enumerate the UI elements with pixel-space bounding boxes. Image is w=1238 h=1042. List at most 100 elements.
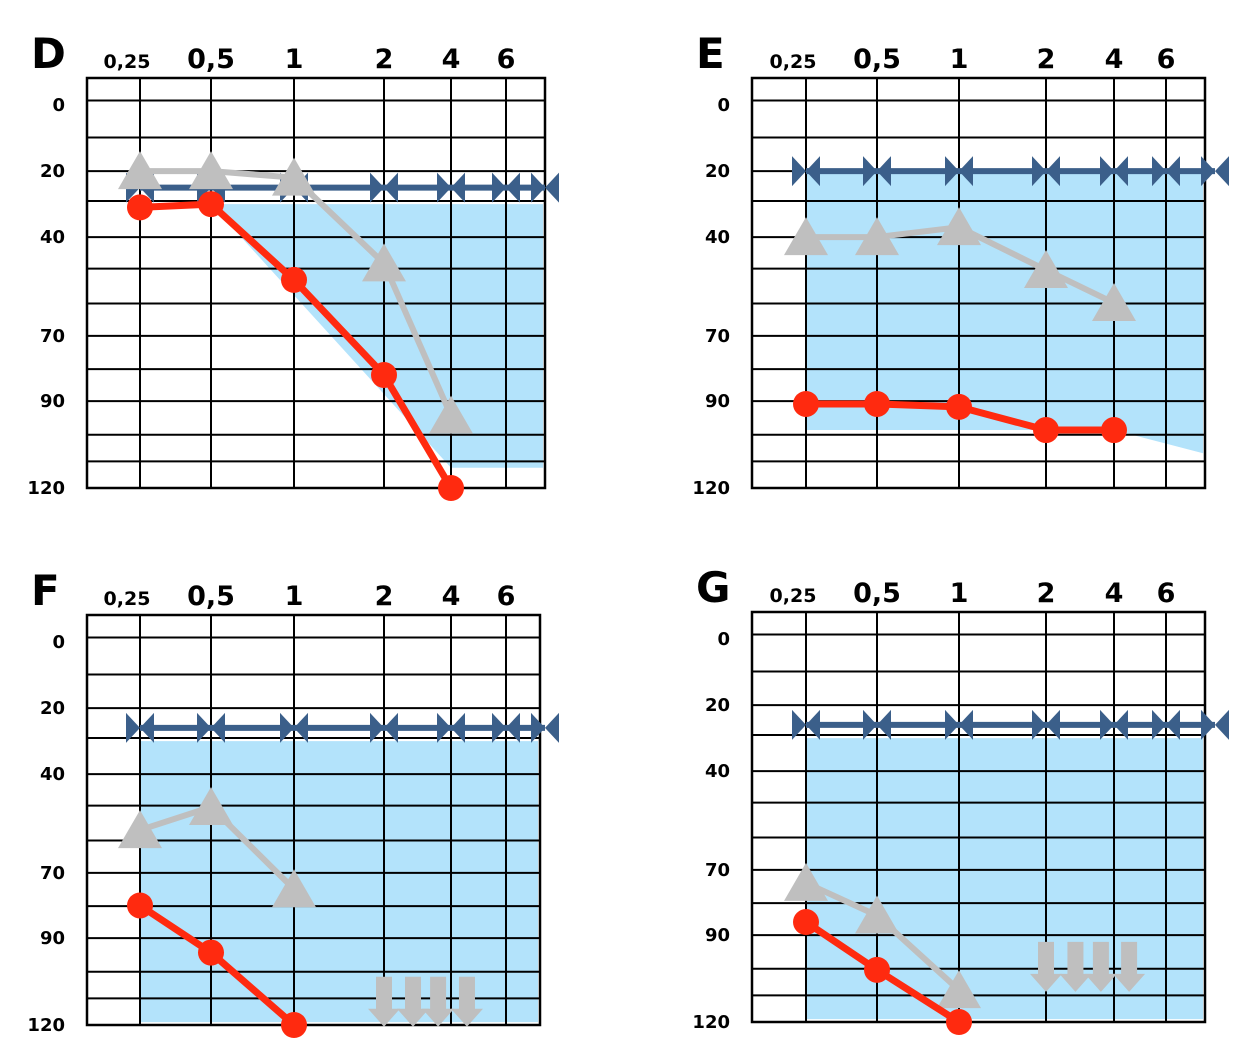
down-arrow-icon: [1030, 941, 1062, 992]
circle-marker: [1101, 417, 1127, 444]
x-tick-label: 1: [950, 44, 969, 75]
shaded-area: [140, 741, 538, 1023]
bowtie-marker-left: [792, 709, 806, 740]
bowtie-marker-right: [1166, 709, 1180, 740]
y-tick-label: 70: [705, 326, 730, 347]
triangle-marker: [855, 217, 899, 256]
bowtie-marker-right: [545, 712, 559, 743]
bowtie-marker-left: [945, 156, 959, 187]
y-tick-label: 0: [717, 629, 730, 650]
bowtie-marker-left: [126, 712, 140, 743]
bowtie-marker-right: [384, 172, 398, 203]
bowtie-marker-left: [1152, 709, 1166, 740]
y-tick-label: 20: [40, 698, 65, 719]
x-tick-label: 4: [1105, 44, 1124, 75]
bowtie-marker-left: [531, 172, 545, 203]
bowtie-marker-left: [437, 172, 451, 203]
x-tick-label: 6: [1157, 44, 1176, 75]
audiogram-panel-e: E 0,25 0,5 1 2 4 6 0 20 40 70 90 120: [692, 29, 1229, 499]
bowtie-marker-right: [506, 172, 520, 203]
circle-marker: [864, 956, 890, 983]
grid: [87, 78, 545, 488]
x-tick-label: 2: [375, 581, 394, 612]
bowtie-marker-left: [1201, 709, 1215, 740]
bowtie-marker-right: [384, 712, 398, 743]
x-tick-label: 0,25: [770, 585, 817, 607]
triangle-marker: [272, 157, 316, 196]
bowtie-marker-left: [1100, 709, 1114, 740]
y-tick-label: 20: [705, 695, 730, 716]
bowtie-marker-left: [1100, 156, 1114, 187]
y-tick-label: 20: [705, 161, 730, 182]
circle-marker: [864, 390, 890, 417]
y-tick-label: 120: [692, 478, 730, 499]
plot-frame: [85, 613, 542, 1027]
triangle-marker: [937, 970, 981, 1009]
bowtie-marker-right: [140, 712, 154, 743]
x-tick-label: 0,25: [104, 51, 151, 73]
down-arrow-icon: [397, 976, 430, 1027]
bowtie-marker-left: [437, 712, 451, 743]
circle-marker: [281, 1012, 307, 1038]
y-tick-label: 0: [52, 95, 65, 116]
x-tick-label: 2: [1037, 578, 1056, 609]
bowtie-marker-right: [806, 156, 820, 187]
x-tick-label: 1: [285, 44, 304, 75]
triangle-marker: [1092, 282, 1136, 321]
bowtie-marker-right: [1114, 156, 1128, 187]
bowtie-marker-left: [863, 709, 877, 740]
circle-marker: [946, 1009, 972, 1035]
bowtie-marker-left: [492, 172, 506, 203]
circle-marker: [127, 892, 153, 919]
x-tick-label: 1: [950, 578, 969, 609]
x-tick-label: 0,5: [187, 44, 235, 75]
bowtie-marker-right: [451, 712, 465, 743]
down-arrow-icon: [1059, 941, 1092, 992]
bowtie-marker-right: [1215, 709, 1229, 740]
y-tick-label: 70: [40, 863, 65, 884]
triangle-marker: [937, 207, 981, 246]
circle-marker: [198, 191, 224, 218]
panel-letter: D: [31, 29, 66, 78]
y-tick-label: 40: [40, 227, 65, 248]
bowtie-marker-right: [877, 709, 891, 740]
y-tick-label: 120: [27, 1015, 65, 1036]
triangle-marker: [784, 217, 828, 256]
bowtie-marker-right: [1114, 709, 1128, 740]
panel-letter: F: [31, 566, 60, 615]
x-tick-label: 4: [1105, 578, 1124, 609]
circle-marker: [371, 362, 397, 389]
circle-marker: [793, 909, 819, 936]
triangle-marker: [1024, 250, 1068, 289]
down-arrow-icon: [1084, 941, 1117, 992]
triangle-marker: [118, 810, 162, 849]
triangle-marker: [362, 243, 406, 282]
x-tick-label: 6: [497, 581, 516, 612]
y-tick-label: 40: [40, 764, 65, 785]
bowtie-marker-right: [545, 172, 559, 203]
x-tick-label: 0,5: [853, 44, 901, 75]
bowtie-marker-left: [792, 156, 806, 187]
bowtie-marker-left: [1201, 156, 1215, 187]
down-arrow-icon: [368, 976, 400, 1027]
bowtie-marker-right: [806, 709, 820, 740]
bowtie-marker-left: [370, 172, 384, 203]
circle-marker: [1033, 417, 1059, 444]
bowtie-marker-left: [1032, 709, 1046, 740]
down-arrow-icon: [422, 976, 455, 1027]
y-tick-label: 120: [692, 1012, 730, 1033]
bowtie-marker-right: [1166, 156, 1180, 187]
bowtie-marker-left: [1032, 156, 1046, 187]
x-tick-label: 2: [1037, 44, 1056, 75]
triangle-marker: [855, 895, 899, 934]
circle-marker: [281, 266, 307, 293]
plot-frame: [750, 610, 1207, 1024]
bowtie-marker-right: [1215, 156, 1229, 187]
bowtie-marker-left: [492, 712, 506, 743]
triangle-marker: [429, 395, 473, 434]
x-tick-label: 0,25: [770, 51, 817, 73]
shaded-area: [806, 738, 1203, 1020]
bowtie-marker-left: [280, 712, 294, 743]
bowtie-marker-left: [370, 712, 384, 743]
circle-marker: [946, 393, 972, 420]
